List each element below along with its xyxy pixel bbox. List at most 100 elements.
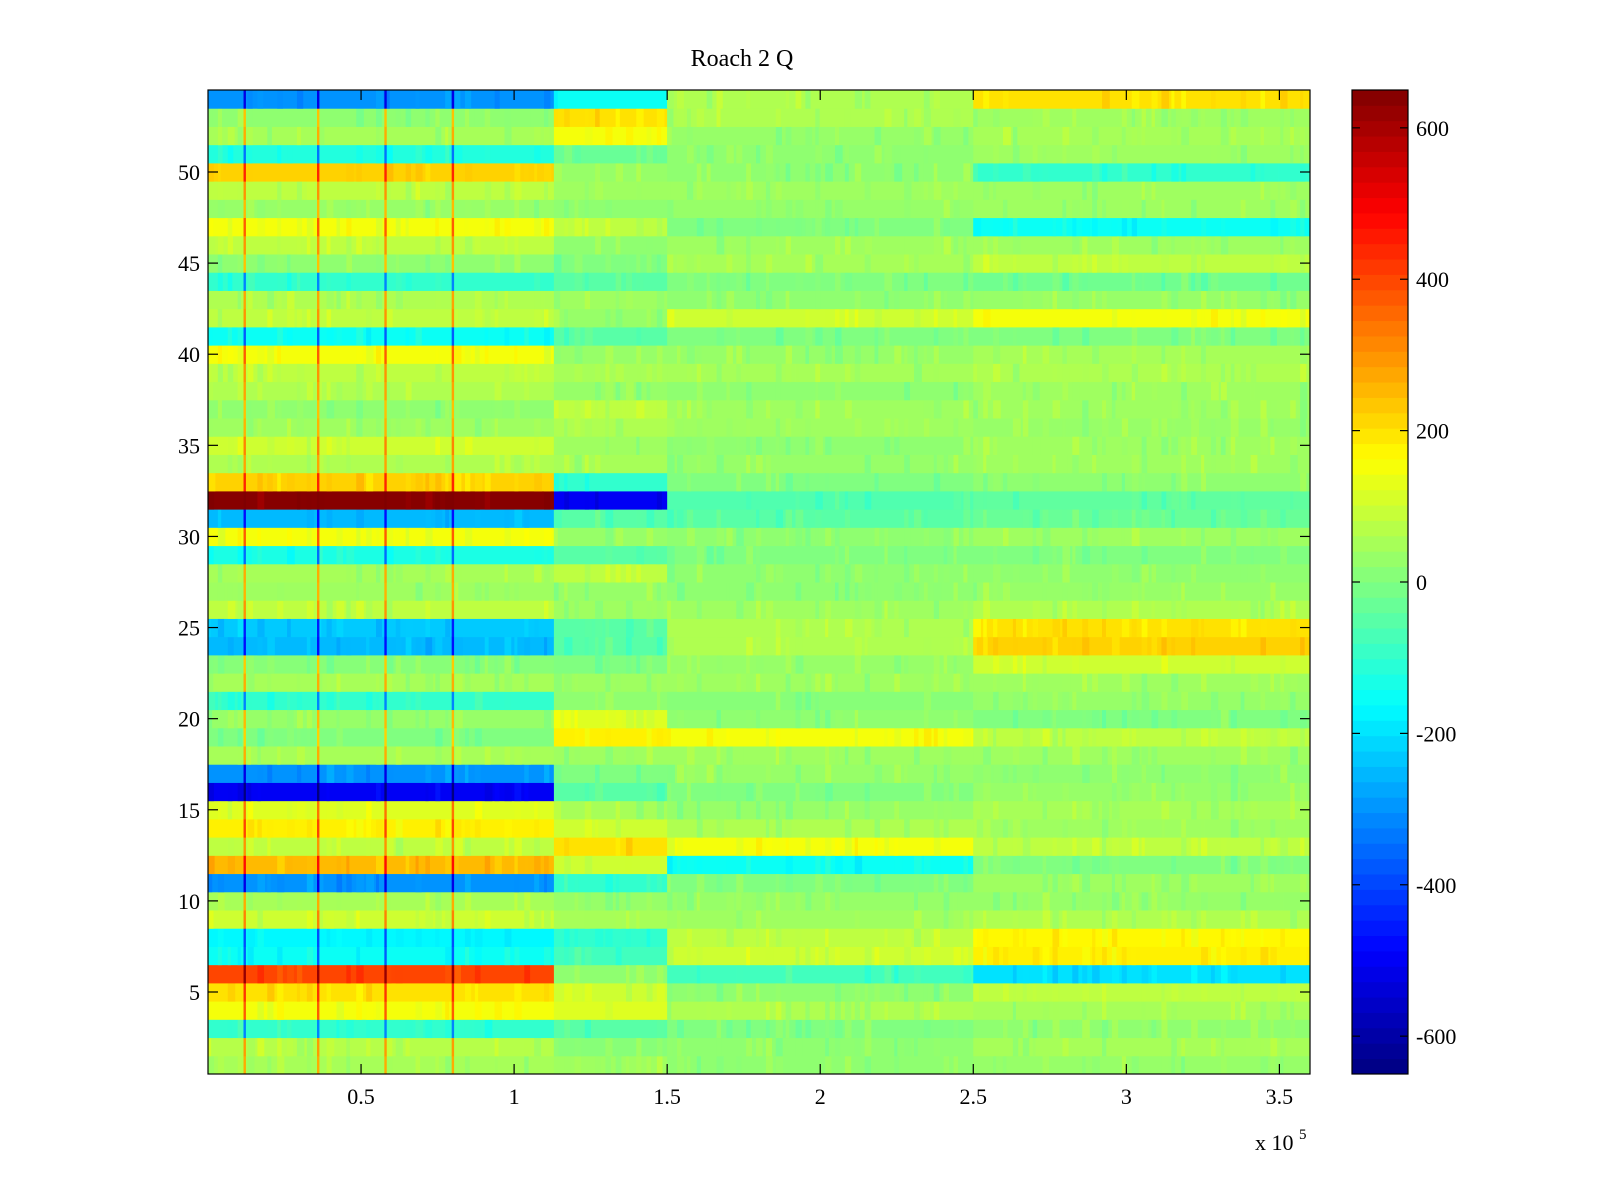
heatmap-texture — [605, 254, 612, 273]
heatmap-texture — [825, 308, 830, 328]
heatmap-texture — [1240, 982, 1245, 1002]
heatmap-texture — [504, 946, 511, 966]
heatmap-texture — [1002, 217, 1009, 237]
heatmap-texture — [815, 673, 821, 692]
heatmap-texture — [1012, 964, 1017, 984]
heatmap-texture — [356, 873, 364, 893]
heatmap-texture — [923, 527, 930, 547]
heatmap-texture — [605, 509, 614, 528]
heatmap-texture — [1052, 727, 1058, 747]
heatmap-texture — [1201, 673, 1207, 692]
heatmap-texture — [914, 891, 918, 911]
heatmap-texture — [864, 181, 871, 200]
heatmap-texture — [425, 855, 431, 875]
heatmap-cell — [667, 1001, 974, 1020]
heatmap-texture — [1151, 235, 1158, 255]
heatmap-texture — [208, 1037, 212, 1057]
heatmap-texture — [805, 891, 812, 911]
heatmap-texture — [346, 254, 353, 273]
heatmap-texture — [835, 308, 840, 328]
heatmap-texture — [736, 873, 744, 893]
heatmap-texture — [706, 90, 713, 109]
heatmap-texture — [455, 746, 462, 765]
heatmap-texture — [595, 509, 601, 528]
spike-column — [317, 727, 320, 747]
heatmap-texture — [894, 837, 899, 856]
heatmap-cell — [553, 108, 668, 127]
heatmap-texture — [455, 837, 463, 856]
heatmap-texture — [746, 891, 752, 911]
heatmap-texture — [564, 746, 569, 765]
spike-column — [384, 235, 387, 255]
heatmap-cell — [208, 363, 555, 383]
heatmap-texture — [595, 490, 599, 510]
heatmap-texture — [706, 436, 715, 455]
heatmap-texture — [405, 381, 412, 401]
heatmap-texture — [805, 691, 812, 711]
heatmap-texture — [904, 982, 909, 1002]
heatmap-texture — [464, 527, 473, 547]
heatmap-texture — [716, 1037, 722, 1057]
heatmap-texture — [267, 654, 275, 674]
heatmap-texture — [1111, 1019, 1119, 1039]
heatmap-texture — [844, 363, 851, 383]
heatmap-texture — [756, 436, 762, 455]
heatmap-texture — [1171, 563, 1176, 583]
heatmap-texture — [1092, 290, 1096, 310]
heatmap-texture — [464, 436, 473, 455]
heatmap-texture — [415, 636, 422, 656]
heatmap-texture — [1300, 855, 1305, 875]
heatmap-texture — [844, 582, 850, 601]
heatmap-texture — [636, 326, 642, 346]
heatmap-texture — [306, 727, 311, 747]
heatmap-texture — [415, 910, 420, 929]
heatmap-texture — [625, 654, 632, 674]
spike-column — [451, 399, 455, 419]
spike-column — [384, 345, 387, 364]
heatmap-texture — [726, 381, 730, 401]
heatmap-texture — [825, 563, 831, 583]
heatmap-texture — [247, 691, 252, 711]
heatmap-texture — [1161, 490, 1167, 510]
heatmap-texture — [1032, 673, 1039, 692]
heatmap-texture — [706, 363, 715, 383]
heatmap-texture — [595, 928, 604, 947]
heatmap-texture — [656, 563, 663, 583]
heatmap-cell — [208, 1019, 555, 1039]
heatmap-texture — [1191, 290, 1195, 310]
heatmap-texture — [376, 873, 379, 893]
heatmap-texture — [1240, 490, 1245, 510]
heatmap-texture — [1131, 272, 1136, 291]
heatmap-texture — [973, 363, 978, 383]
heatmap-texture — [686, 782, 691, 802]
heatmap-texture — [953, 582, 958, 601]
heatmap-texture — [1270, 199, 1276, 219]
heatmap-texture — [306, 308, 311, 328]
heatmap-texture — [765, 181, 771, 200]
heatmap-texture — [686, 509, 694, 528]
heatmap-texture — [646, 254, 652, 273]
spike-column — [384, 1001, 387, 1020]
heatmap-texture — [1052, 618, 1061, 638]
heatmap-texture — [247, 600, 253, 619]
heatmap-texture — [524, 764, 529, 783]
heatmap-texture — [553, 509, 562, 528]
heatmap-texture — [615, 800, 620, 820]
heatmap-texture — [208, 545, 214, 565]
spike-column — [451, 800, 455, 820]
heatmap-texture — [835, 545, 839, 565]
heatmap-texture — [1002, 982, 1009, 1002]
heatmap-texture — [844, 108, 851, 127]
heatmap-texture — [464, 928, 471, 947]
heatmap-texture — [1280, 709, 1288, 729]
heatmap-texture — [1270, 818, 1276, 838]
heatmap-texture — [1230, 964, 1238, 984]
heatmap-texture — [1270, 673, 1275, 692]
heatmap-texture — [1042, 964, 1048, 984]
heatmap-texture — [405, 108, 412, 127]
heatmap-texture — [884, 436, 891, 455]
heatmap-texture — [1012, 454, 1019, 474]
spike-column — [451, 818, 455, 838]
heatmap-texture — [756, 1037, 763, 1057]
colorbar-band — [1352, 751, 1408, 767]
